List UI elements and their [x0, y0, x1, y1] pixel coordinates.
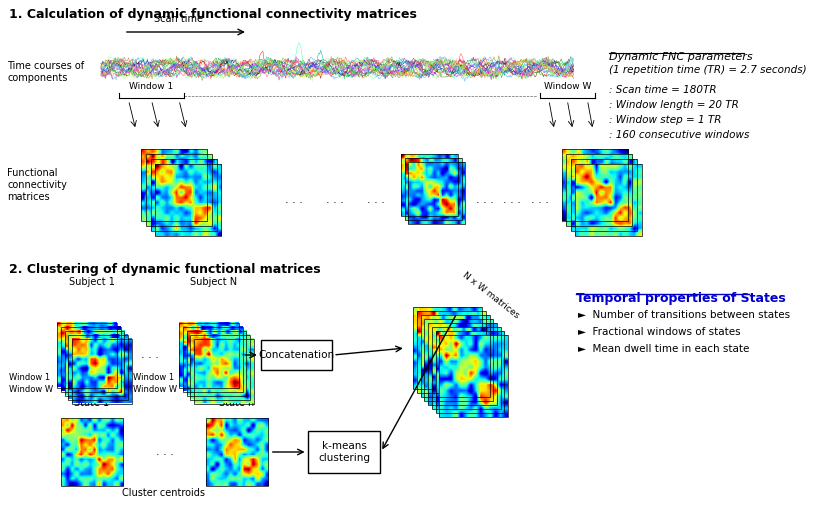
Bar [190, 334, 250, 399]
Bar [424, 319, 493, 401]
Text: : Window step = 1 TR: : Window step = 1 TR [608, 115, 721, 125]
Bar [562, 149, 627, 221]
Bar [439, 335, 508, 417]
Text: Window W: Window W [9, 385, 53, 395]
Bar [57, 322, 117, 388]
Bar [187, 331, 247, 395]
Bar [417, 311, 486, 393]
Text: : Scan time = 180TR: : Scan time = 180TR [608, 85, 716, 95]
Bar [179, 322, 239, 388]
Bar [61, 327, 120, 392]
Bar [72, 338, 132, 404]
Text: . . .: . . . [285, 195, 303, 205]
Bar [150, 159, 217, 231]
Bar [408, 162, 466, 224]
Text: : 160 consecutive windows: : 160 consecutive windows [608, 130, 749, 140]
Text: ►  Fractional windows of states: ► Fractional windows of states [579, 327, 741, 337]
Text: Window 1: Window 1 [129, 82, 173, 91]
Text: Subject 1: Subject 1 [69, 277, 115, 287]
Bar [68, 334, 128, 399]
Text: . . .: . . . [156, 447, 174, 457]
Text: (1 repetition time (TR) = 2.7 seconds): (1 repetition time (TR) = 2.7 seconds) [608, 65, 806, 75]
Bar [421, 315, 490, 397]
Text: Subject N: Subject N [190, 277, 237, 287]
Bar [206, 418, 268, 486]
Bar [571, 159, 637, 231]
Text: . . .: . . . [140, 350, 159, 360]
Bar [194, 338, 254, 404]
Text: . . .: . . . [503, 195, 521, 205]
Bar [413, 307, 482, 389]
FancyBboxPatch shape [261, 340, 332, 370]
Bar [61, 418, 123, 486]
Bar [432, 327, 500, 409]
Bar [155, 164, 222, 236]
Bar [146, 154, 212, 226]
Bar [436, 331, 505, 413]
Text: State n: State n [219, 398, 255, 408]
Text: Window 1: Window 1 [9, 374, 51, 382]
Bar [401, 154, 458, 216]
Text: ►  Number of transitions between states: ► Number of transitions between states [579, 310, 790, 320]
Text: Window W: Window W [133, 385, 178, 395]
Text: . . .: . . . [326, 195, 344, 205]
Text: : Window length = 20 TR: : Window length = 20 TR [608, 100, 739, 110]
Text: . . .: . . . [530, 195, 549, 205]
Text: Functional
connectivity
matrices: Functional connectivity matrices [7, 168, 67, 202]
Text: ►  Mean dwell time in each state: ► Mean dwell time in each state [579, 344, 749, 354]
Text: . . .: . . . [368, 195, 385, 205]
Text: Cluster centroids: Cluster centroids [122, 488, 205, 498]
Text: Dynamic FNC parameters: Dynamic FNC parameters [608, 52, 752, 62]
Text: State 1: State 1 [74, 398, 110, 408]
Bar [183, 327, 242, 392]
Bar [141, 149, 208, 221]
Bar [65, 331, 124, 395]
Text: Scan time: Scan time [154, 14, 203, 24]
Bar [405, 158, 461, 220]
Text: k-means
clustering: k-means clustering [318, 441, 370, 463]
Text: . . .: . . . [476, 195, 494, 205]
FancyBboxPatch shape [309, 431, 380, 473]
Text: Window 1: Window 1 [133, 374, 174, 382]
Bar [428, 323, 497, 405]
Text: Time courses of
components: Time courses of components [7, 61, 85, 83]
Text: Temporal properties of States: Temporal properties of States [576, 292, 786, 305]
Text: N x W matrices: N x W matrices [461, 270, 521, 320]
Text: Window W: Window W [544, 82, 591, 91]
Text: 1. Calculation of dynamic functional connectivity matrices: 1. Calculation of dynamic functional con… [9, 8, 417, 21]
Bar [575, 164, 642, 236]
Text: 2. Clustering of dynamic functional matrices: 2. Clustering of dynamic functional matr… [9, 263, 321, 276]
Bar [566, 154, 632, 226]
Text: Concatenation: Concatenation [258, 350, 334, 360]
